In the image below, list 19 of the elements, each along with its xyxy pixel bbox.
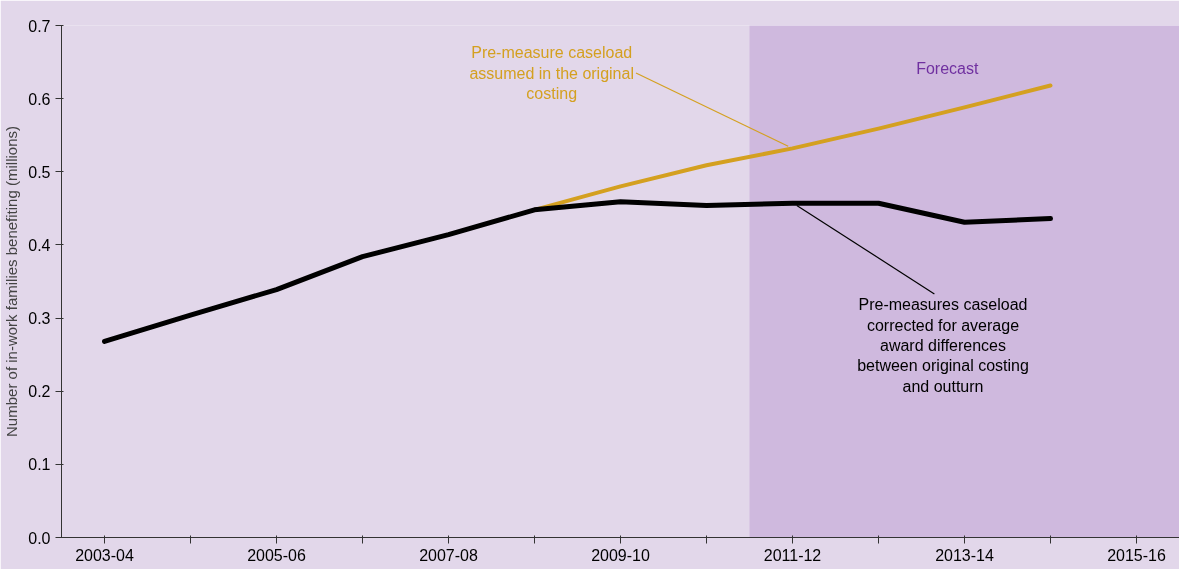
x-tick-label: 2011-12 <box>763 546 822 564</box>
x-tick-label: 2009-10 <box>591 546 650 564</box>
y-tick-label: 0.3 <box>28 310 51 328</box>
band-label: Forecast <box>916 59 979 77</box>
x-tick-label: 2003-04 <box>75 546 134 564</box>
y-tick-label: 0.7 <box>28 17 51 35</box>
y-tick-label: 0.0 <box>28 529 51 547</box>
x-tick-label: 2005-06 <box>247 546 306 564</box>
y-axis-title: Number of in-work families benefiting (millions) <box>3 126 21 437</box>
y-tick-label: 0.4 <box>28 236 51 254</box>
y-tick-label: 0.2 <box>28 383 51 401</box>
annotation: Pre-measure caseload assumed in the original costing <box>469 44 634 102</box>
x-tick-label: 2015-16 <box>1107 546 1166 564</box>
x-tick-label: 2013-14 <box>935 546 994 564</box>
y-tick-label: 0.6 <box>28 90 51 108</box>
y-tick-label: 0.5 <box>28 163 51 181</box>
annotation: Pre-measures caseload corrected for average award differences between original costing and outturn <box>857 296 1029 395</box>
y-tick-label: 0.1 <box>28 456 51 474</box>
x-tick-label: 2007-08 <box>419 546 478 564</box>
